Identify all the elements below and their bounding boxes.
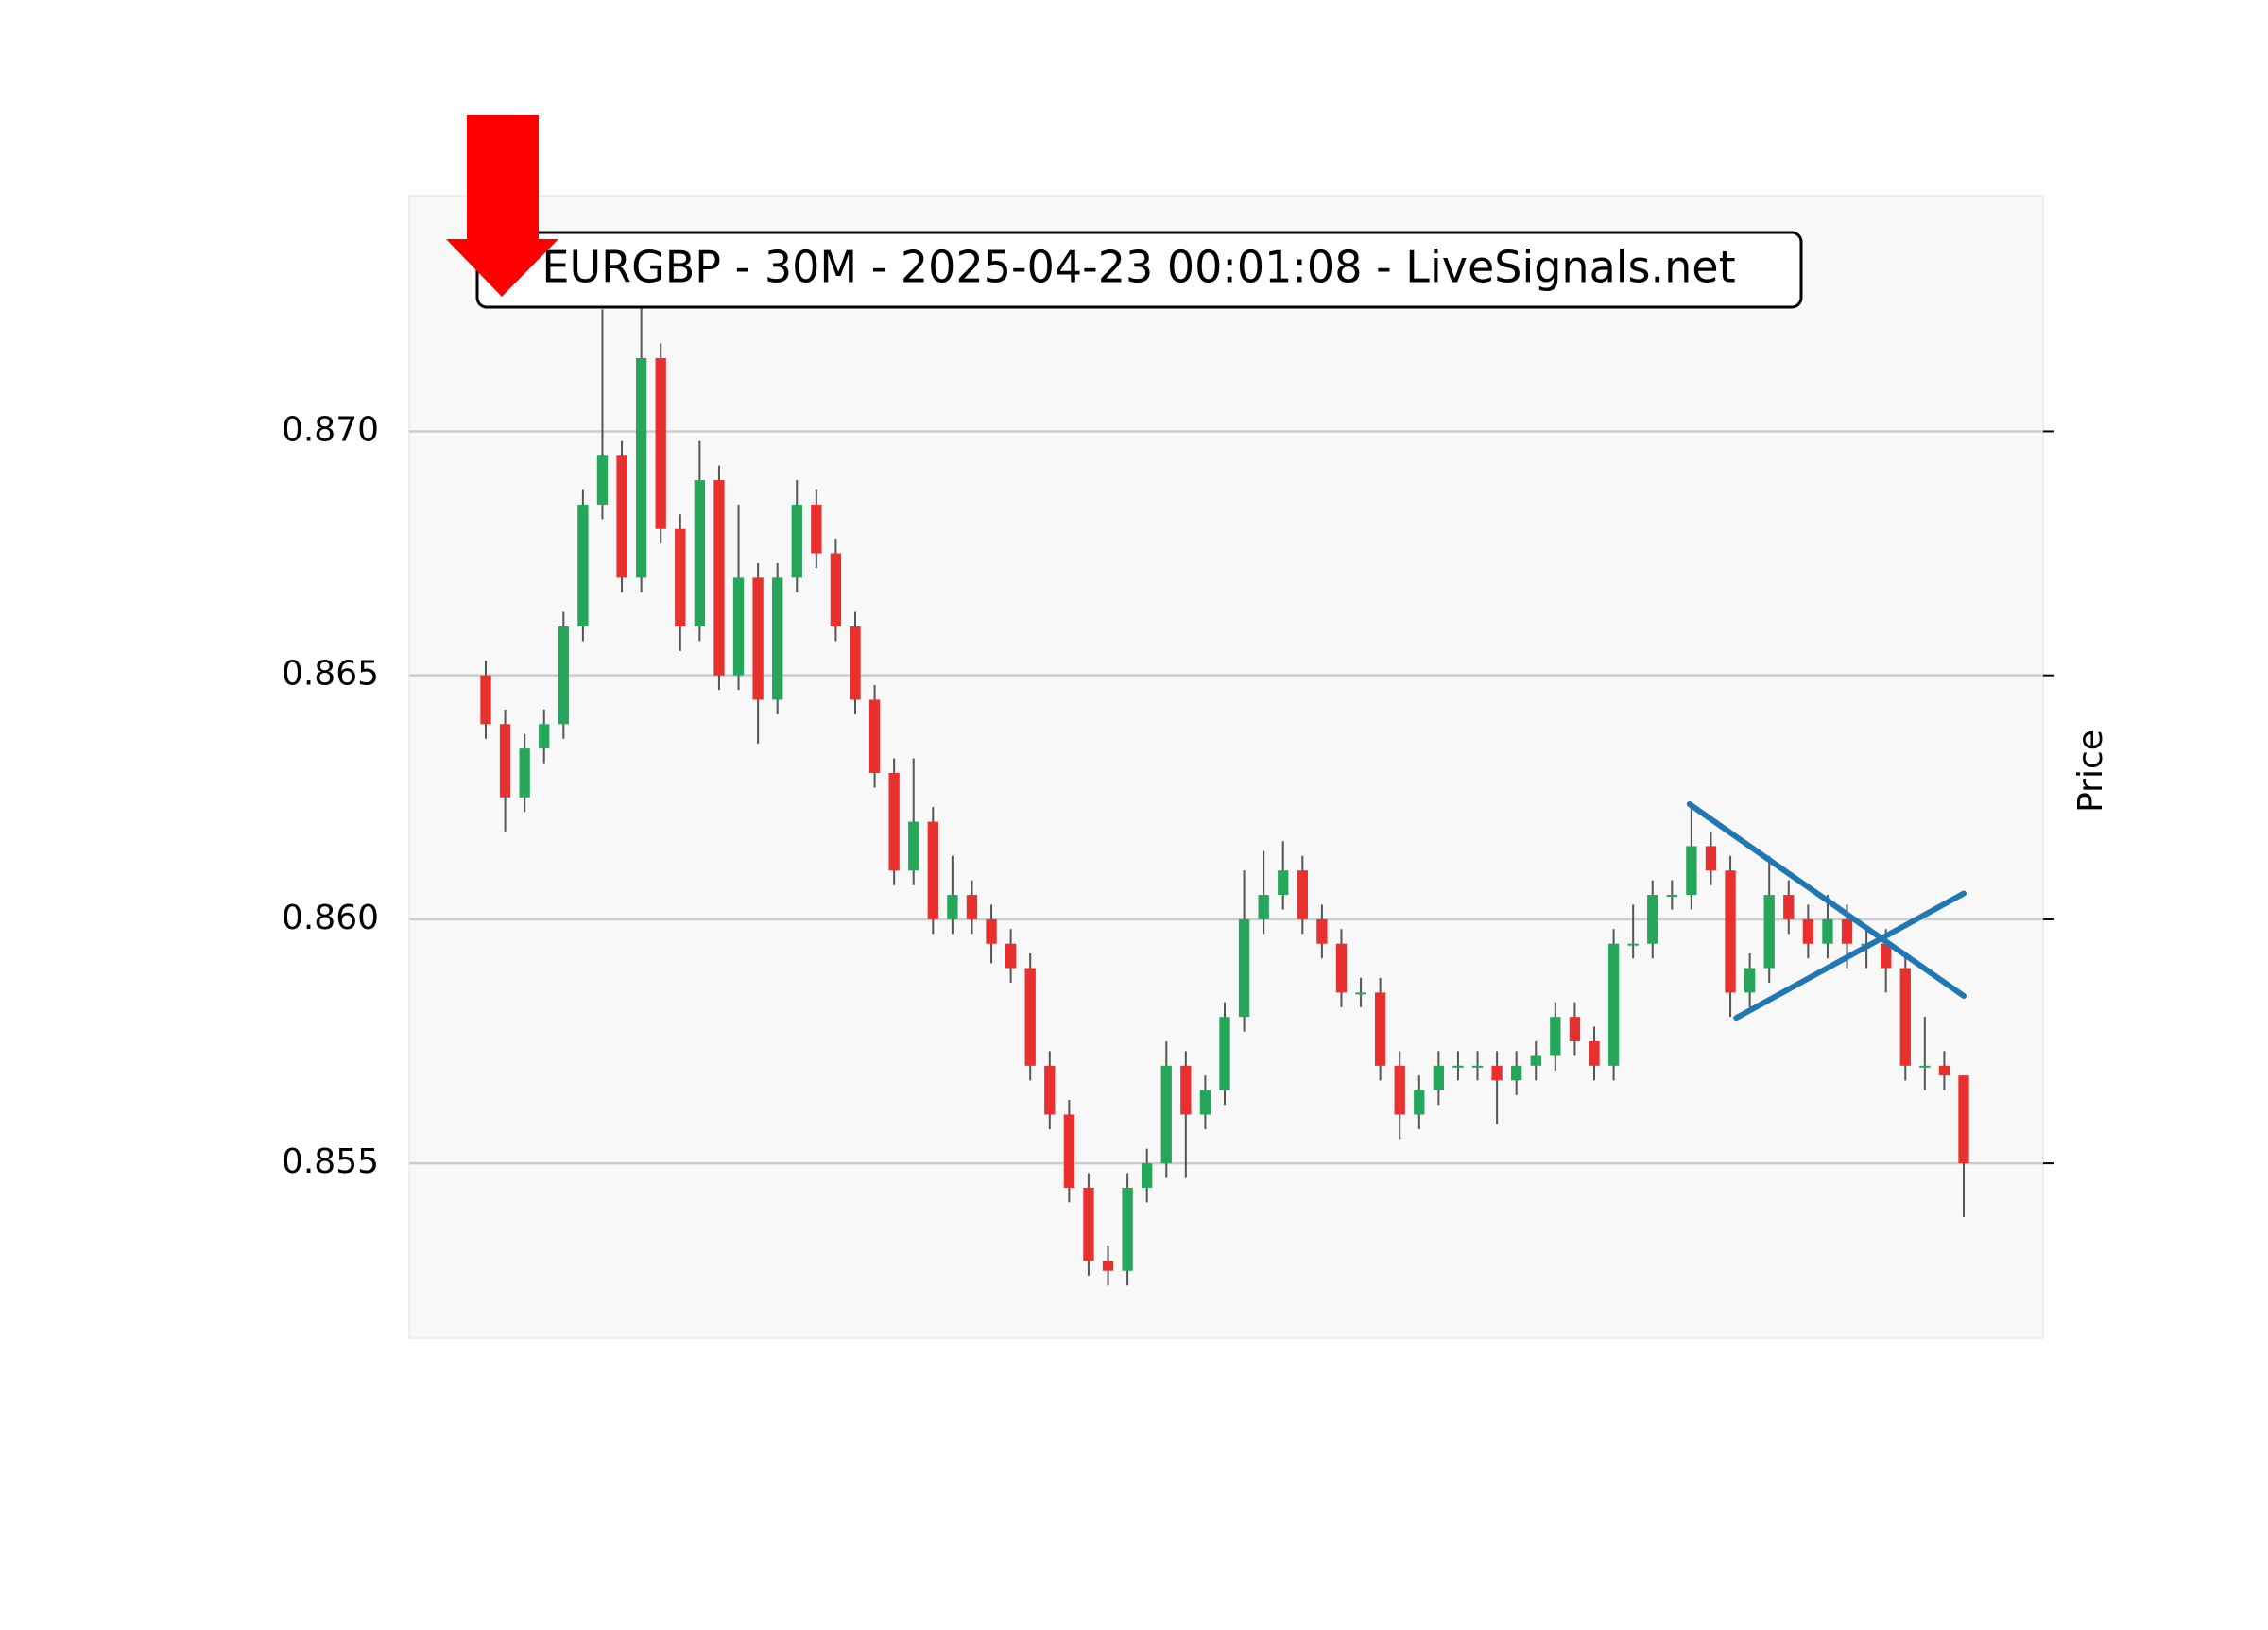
plot-area: [408, 195, 2044, 1339]
candle-body: [947, 895, 958, 919]
candle-body: [1783, 895, 1795, 919]
candle-body: [596, 455, 609, 505]
candle-body: [1589, 1041, 1600, 1066]
candle-body: [966, 895, 978, 919]
candle-body: [694, 480, 706, 627]
candle-body: [1199, 1090, 1211, 1115]
candle-body: [811, 504, 822, 554]
candle-body: [1899, 968, 1911, 1066]
candle-body: [1938, 1065, 1950, 1076]
candle-body: [499, 724, 511, 798]
candle-body: [1394, 1065, 1405, 1115]
chart-title: EURGBP - 30M - 2025-04-23 00:01:08 - Liv…: [541, 242, 1735, 293]
candle-body: [1024, 968, 1036, 1066]
candle-body: [908, 821, 919, 871]
candle-body: [1705, 846, 1717, 871]
candle-body: [1063, 1114, 1075, 1188]
candle-body: [732, 577, 745, 676]
candle-body: [830, 553, 842, 627]
candle-body: [868, 699, 881, 773]
candle-body: [927, 821, 938, 919]
trend-line: [1686, 801, 1967, 999]
candle-body: [1530, 1055, 1541, 1066]
candle-body: [635, 357, 647, 578]
candle-body: [1160, 1065, 1172, 1164]
y-tick-label: 0.865: [282, 655, 379, 694]
candle-body: [1102, 1261, 1114, 1271]
candle-body: [1316, 918, 1328, 944]
candle-body: [1297, 870, 1308, 919]
candle-body: [791, 504, 802, 578]
candle-body: [1414, 1090, 1425, 1115]
candle-body: [1005, 943, 1017, 969]
candle-body: [1471, 1065, 1484, 1068]
candle-body: [1919, 1065, 1931, 1068]
candle-body: [1374, 992, 1386, 1066]
candle-body: [1802, 918, 1814, 944]
candle-body: [1452, 1065, 1464, 1068]
candle-body: [1278, 870, 1289, 896]
candle-body: [888, 772, 900, 871]
candle-body: [752, 577, 764, 700]
candle-body: [1433, 1065, 1445, 1090]
candle-body: [1958, 1075, 1969, 1164]
candle-body: [616, 455, 627, 578]
candle-body: [1122, 1187, 1133, 1271]
candle-body: [539, 724, 550, 749]
candle-body: [1258, 895, 1269, 919]
candle-body: [1744, 968, 1756, 993]
candle-body: [1686, 846, 1697, 896]
candle-body: [558, 626, 569, 725]
candle-body: [1763, 895, 1775, 969]
candle-body: [1627, 943, 1639, 946]
candle-body: [1491, 1065, 1503, 1081]
candle-body: [1822, 918, 1833, 944]
candle-body: [1607, 943, 1620, 1066]
candle-body: [480, 675, 491, 725]
candle-body: [1647, 895, 1658, 944]
candle-body: [1180, 1065, 1192, 1115]
candle-body: [1142, 1163, 1153, 1188]
candle-body: [1841, 918, 1853, 944]
candle-body: [1550, 1017, 1561, 1056]
candle-body: [1335, 943, 1348, 993]
candle-body: [772, 577, 783, 700]
signal-arrow: [446, 115, 558, 297]
trend-line: [1733, 890, 1967, 1021]
trend-lines: [1686, 801, 1967, 1021]
candle-body: [1666, 895, 1677, 898]
candle-body: [1725, 870, 1736, 993]
candle-body: [1355, 992, 1366, 995]
grid: 0.855 0.860 0.865 0.870: [282, 410, 2054, 1181]
candle-body: [1238, 918, 1250, 1018]
candle-body: [713, 480, 725, 676]
candle-body: [577, 504, 589, 627]
candle-body: [850, 626, 861, 700]
candle-body: [1511, 1065, 1522, 1081]
candle-body: [675, 528, 686, 627]
y-axis-label: Price: [2071, 729, 2110, 813]
candle-body: [1569, 1017, 1581, 1042]
y-tick-label: 0.860: [282, 899, 379, 937]
candle-body: [1881, 943, 1892, 969]
candle-body: [1083, 1187, 1094, 1261]
candle-body: [1219, 1017, 1230, 1090]
y-tick-label: 0.870: [282, 410, 379, 449]
candle-body: [519, 748, 530, 798]
candles: [480, 294, 1969, 1286]
candle-body: [986, 918, 997, 944]
candle-body: [655, 357, 666, 529]
candle-body: [1044, 1065, 1056, 1115]
y-tick-label: 0.855: [282, 1142, 379, 1181]
